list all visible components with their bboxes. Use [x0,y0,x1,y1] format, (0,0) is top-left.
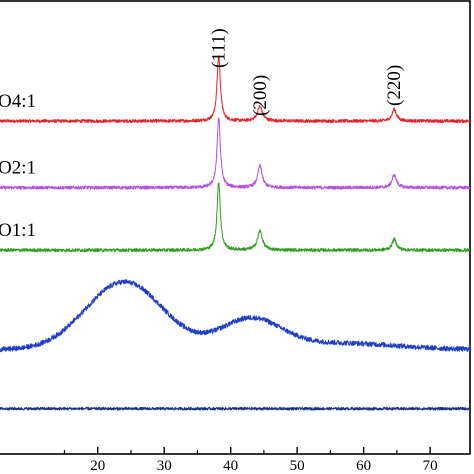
x-tick-label-60: 60 [356,458,371,474]
peak-label-1: (111) [209,28,230,68]
series-layer: O4:1 O2:1 O1:1 [0,55,471,411]
x-tick-label-40: 40 [223,458,238,474]
series-line-5 [0,406,471,411]
x-tick-label-30: 30 [157,458,172,474]
tick-layer: 20 30 40 50 60 70 [63,447,438,474]
series-label-3: O1:1 [0,220,36,241]
label-layer: (111) (200) (220) [209,28,406,116]
series-line-4 [0,279,471,353]
peak-label-3: (220) [384,65,405,106]
series-line-1 [0,55,471,124]
x-tick-label-20: 20 [90,458,105,474]
series-line-2 [0,117,471,190]
series-label-2: O2:1 [0,158,36,179]
series-line-3 [0,182,471,253]
x-tick-label-70: 70 [423,458,438,474]
peak-label-2: (200) [250,75,271,116]
plot-frame [0,0,471,455]
x-tick-label-50: 50 [290,458,305,474]
series-label-1: O4:1 [0,91,36,112]
